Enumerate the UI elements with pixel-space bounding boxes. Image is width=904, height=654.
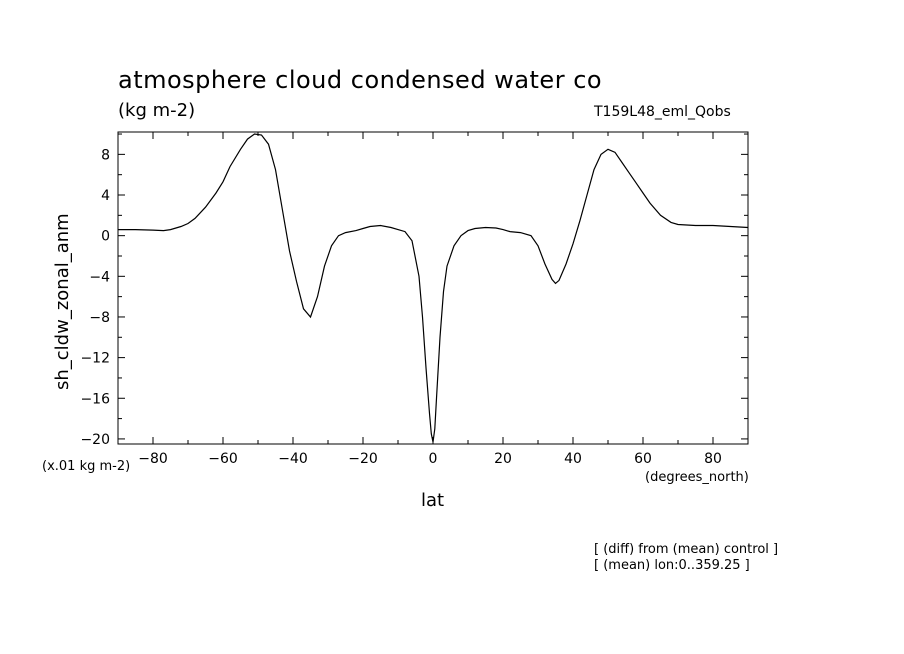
x-axis-label: lat (421, 490, 445, 511)
y-tick-label: −16 (80, 391, 110, 407)
x-tick-label: −20 (348, 451, 378, 467)
x-tick-label: −80 (138, 451, 168, 467)
x-tick-label: 80 (704, 451, 722, 467)
x-tick-label: 40 (564, 451, 582, 467)
run-label: T159L48_eml_Qobs (594, 104, 731, 120)
chart-subtitle: (kg m-2) (118, 100, 196, 121)
y-tick-label: −20 (80, 432, 110, 448)
y-tick-label: −12 (80, 351, 110, 367)
y-tick-label: 8 (101, 147, 110, 163)
note-mean: [ (mean) lon:0..359.25 ] (594, 558, 750, 573)
chart-title: atmosphere cloud condensed water co (118, 66, 603, 94)
y-tick-label: 4 (101, 188, 110, 204)
y-tick-label: 0 (101, 229, 110, 245)
x-tick-label: 0 (429, 451, 438, 467)
y-tick-label: −8 (89, 310, 110, 326)
plot-frame (117, 131, 749, 445)
x-tick-label: 60 (634, 451, 652, 467)
y-tick-label: −4 (89, 269, 110, 285)
x-units-label: (degrees_north) (645, 470, 749, 485)
x-tick-label: −60 (208, 451, 238, 467)
note-diff: [ (diff) from (mean) control ] (594, 542, 779, 557)
x-tick-label: 20 (494, 451, 512, 467)
y-scale-note: (x.01 kg m-2) (42, 459, 131, 474)
x-tick-label: −40 (278, 451, 308, 467)
series-line (118, 133, 749, 443)
